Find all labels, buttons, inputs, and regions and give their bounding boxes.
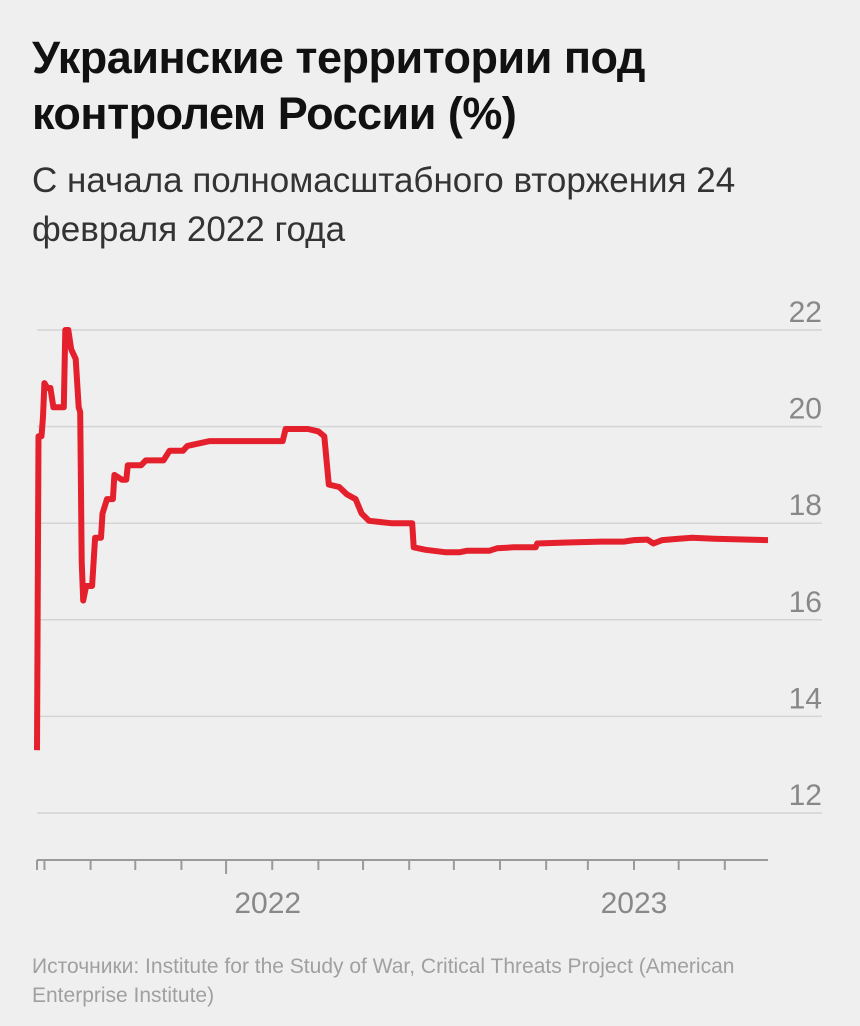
series-layer xyxy=(34,327,769,751)
source-note: Источники: Institute for the Study of Wa… xyxy=(32,955,735,1007)
grid-lines xyxy=(37,329,822,814)
x-tick-label-2023: 2023 xyxy=(601,887,668,920)
y-tick-label: 14 xyxy=(789,682,822,715)
y-tick-label: 16 xyxy=(789,586,822,619)
page-subtitle: С начала полномасштабного вторжения 24 ф… xyxy=(32,161,736,249)
y-tick-label: 22 xyxy=(789,296,822,329)
series-line-0 xyxy=(34,327,769,751)
y-axis-ticks: 12 14 16 18 20 22 xyxy=(789,296,822,812)
y-tick-label: 20 xyxy=(789,393,822,426)
y-tick-label: 12 xyxy=(789,779,822,812)
page-title: Украинские территории под контролем Росс… xyxy=(32,32,646,139)
x-axis: 2022 2023 xyxy=(36,859,768,920)
x-tick-label-2022: 2022 xyxy=(234,887,301,920)
y-tick-label: 18 xyxy=(789,489,822,522)
